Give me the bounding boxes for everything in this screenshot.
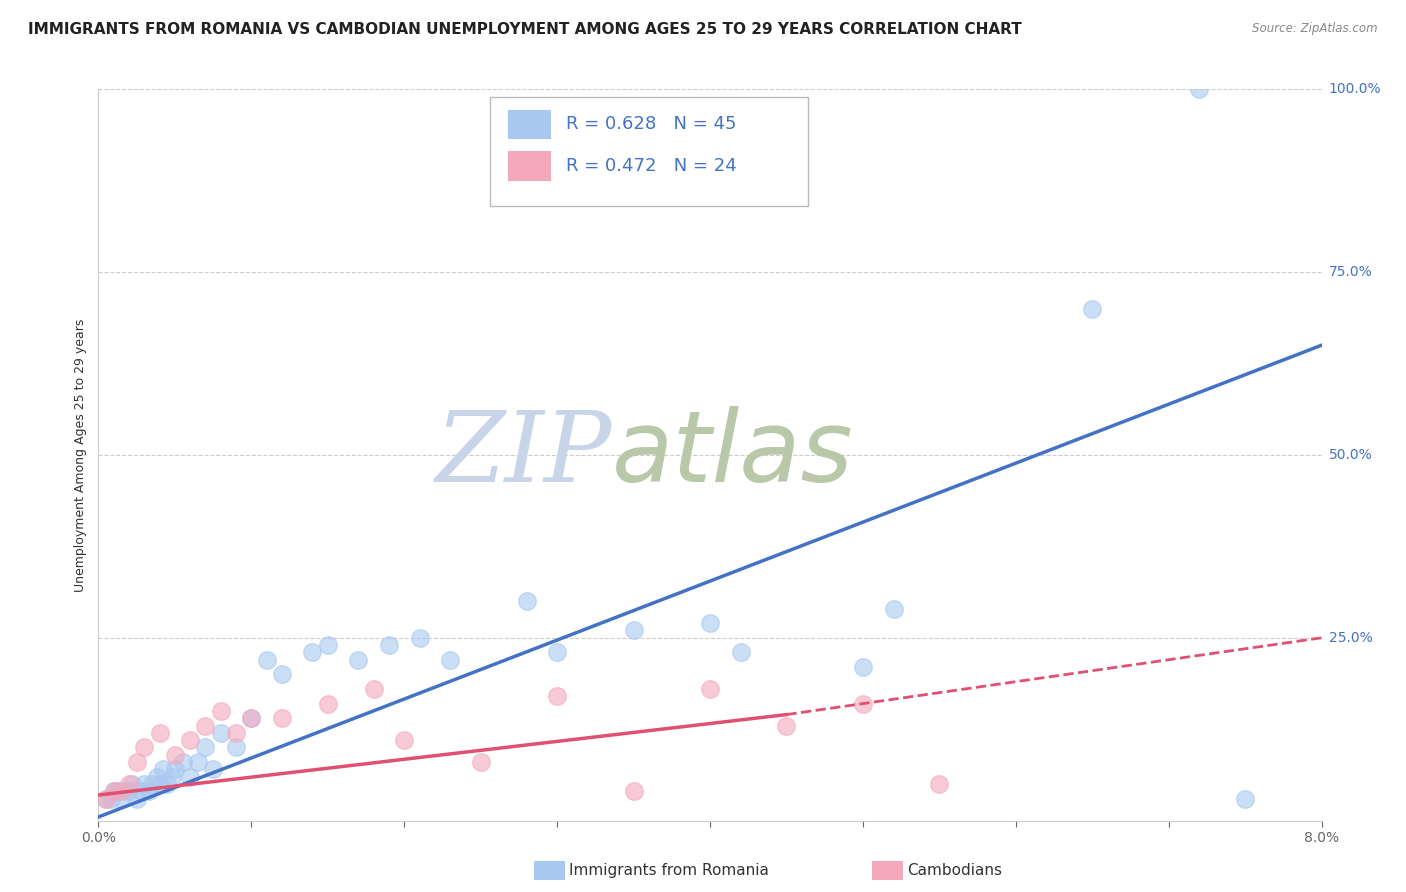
Point xyxy=(103,784,125,798)
Point xyxy=(270,711,294,725)
Point xyxy=(202,763,225,777)
Point xyxy=(115,784,138,798)
Point xyxy=(94,791,117,805)
Point xyxy=(118,777,141,791)
Point xyxy=(240,711,263,725)
Text: Cambodians: Cambodians xyxy=(907,863,1002,878)
Point xyxy=(730,645,752,659)
Point xyxy=(408,631,430,645)
Point xyxy=(149,726,172,740)
Text: R = 0.628   N = 45: R = 0.628 N = 45 xyxy=(565,115,737,133)
Point xyxy=(225,740,247,755)
Point xyxy=(156,777,179,791)
Point xyxy=(125,755,148,769)
Point xyxy=(363,681,385,696)
Point xyxy=(546,690,568,704)
Y-axis label: Unemployment Among Ages 25 to 29 years: Unemployment Among Ages 25 to 29 years xyxy=(75,318,87,591)
FancyBboxPatch shape xyxy=(508,152,551,180)
Text: 100.0%: 100.0% xyxy=(1329,82,1381,96)
Point xyxy=(179,770,201,784)
Point xyxy=(1081,301,1104,316)
Text: IMMIGRANTS FROM ROMANIA VS CAMBODIAN UNEMPLOYMENT AMONG AGES 25 TO 29 YEARS CORR: IMMIGRANTS FROM ROMANIA VS CAMBODIAN UNE… xyxy=(28,22,1022,37)
Point xyxy=(439,653,461,667)
Text: ZIP: ZIP xyxy=(436,408,612,502)
FancyBboxPatch shape xyxy=(489,96,808,206)
Text: Source: ZipAtlas.com: Source: ZipAtlas.com xyxy=(1253,22,1378,36)
Point xyxy=(160,770,183,784)
Point xyxy=(152,763,174,777)
Point xyxy=(129,784,152,798)
Point xyxy=(187,755,209,769)
Point xyxy=(256,653,278,667)
Point xyxy=(883,601,905,615)
Point xyxy=(928,777,950,791)
Point xyxy=(94,791,117,805)
Point xyxy=(316,638,339,652)
Point xyxy=(163,747,186,762)
Text: R = 0.472   N = 24: R = 0.472 N = 24 xyxy=(565,157,737,175)
Point xyxy=(1188,82,1211,96)
Point xyxy=(699,616,721,631)
Point xyxy=(699,681,721,696)
Point xyxy=(121,777,143,791)
Point xyxy=(378,638,401,652)
Point xyxy=(138,784,160,798)
Point xyxy=(623,624,645,638)
Text: atlas: atlas xyxy=(612,407,853,503)
Point xyxy=(270,667,294,681)
Point xyxy=(852,697,875,711)
Point xyxy=(623,784,645,798)
Point xyxy=(209,726,232,740)
Point xyxy=(105,784,128,798)
Point xyxy=(775,718,797,732)
Text: 50.0%: 50.0% xyxy=(1329,448,1372,462)
Point xyxy=(852,660,875,674)
Point xyxy=(149,777,172,791)
Point xyxy=(100,791,122,805)
Point xyxy=(225,726,247,740)
Point xyxy=(134,777,156,791)
Point xyxy=(110,791,132,805)
Point xyxy=(194,718,217,732)
Point xyxy=(546,645,568,659)
Point xyxy=(110,784,132,798)
Point xyxy=(392,733,416,747)
FancyBboxPatch shape xyxy=(508,110,551,139)
Point xyxy=(134,740,156,755)
Text: 75.0%: 75.0% xyxy=(1329,265,1372,279)
Point xyxy=(172,755,194,769)
Point xyxy=(347,653,370,667)
Point xyxy=(125,791,148,805)
Point xyxy=(316,697,339,711)
Point xyxy=(194,740,217,755)
Point xyxy=(145,770,167,784)
Point xyxy=(141,777,163,791)
Point xyxy=(301,645,323,659)
Text: 25.0%: 25.0% xyxy=(1329,631,1372,645)
Point xyxy=(103,784,125,798)
Point xyxy=(1234,791,1257,805)
Point xyxy=(118,784,141,798)
Point xyxy=(163,763,186,777)
Point xyxy=(209,704,232,718)
Point xyxy=(179,733,201,747)
Text: Immigrants from Romania: Immigrants from Romania xyxy=(569,863,769,878)
Point xyxy=(240,711,263,725)
Point xyxy=(470,755,492,769)
Point xyxy=(515,594,537,608)
